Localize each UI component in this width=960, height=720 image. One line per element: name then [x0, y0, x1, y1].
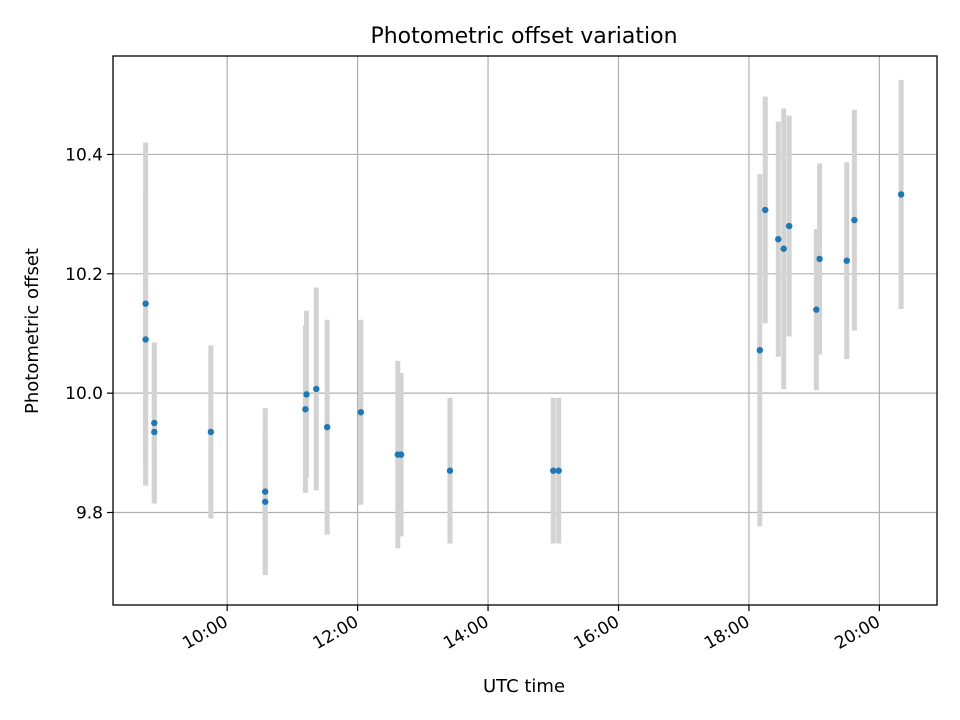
- data-point: [302, 406, 309, 413]
- y-axis-label: Photometric offset: [22, 248, 43, 414]
- y-tick-label: 10.4: [65, 145, 103, 165]
- data-point: [357, 409, 365, 416]
- x-tick-label: 14:00: [440, 612, 492, 654]
- data-point: [151, 428, 158, 436]
- data-point: [775, 235, 782, 243]
- y-tick-label: 10.0: [65, 384, 103, 404]
- data-point: [142, 336, 149, 343]
- data-point: [813, 306, 820, 313]
- data-point: [555, 467, 562, 474]
- chart-title: Photometric offset variation: [370, 24, 677, 49]
- data-point: [843, 257, 850, 264]
- x-tick-label: 10:00: [179, 612, 231, 654]
- x-tick-label: 20:00: [831, 612, 883, 654]
- x-axis-ticks: 10:00 12:00 14:00 16:00 18:00 20:00: [179, 605, 884, 654]
- data-points: [142, 191, 905, 505]
- data-point: [756, 346, 764, 354]
- data-point: [323, 423, 331, 431]
- data-point: [446, 467, 454, 474]
- data-point: [261, 488, 269, 495]
- data-point: [780, 245, 787, 252]
- x-axis-label: UTC time: [483, 676, 565, 697]
- x-tick-label: 18:00: [701, 612, 753, 654]
- grid: [113, 56, 937, 605]
- data-point: [785, 222, 793, 230]
- x-tick-label: 12:00: [310, 612, 362, 654]
- data-point: [261, 498, 269, 505]
- data-point: [851, 216, 858, 224]
- plot-frame: [112, 55, 938, 606]
- data-point: [897, 191, 905, 198]
- data-point: [207, 428, 215, 436]
- y-tick-label: 10.2: [65, 265, 103, 285]
- data-point: [550, 467, 557, 474]
- x-tick-label: 16:00: [571, 612, 623, 654]
- data-point: [142, 300, 149, 307]
- y-tick-label: 9.8: [76, 504, 103, 524]
- data-point: [303, 391, 310, 398]
- y-axis-ticks: 9.8 10.0 10.2 10.4: [65, 145, 113, 524]
- data-point: [151, 419, 158, 427]
- data-point: [313, 385, 320, 393]
- data-point: [816, 255, 823, 263]
- data-point: [397, 451, 405, 458]
- data-point: [762, 206, 769, 214]
